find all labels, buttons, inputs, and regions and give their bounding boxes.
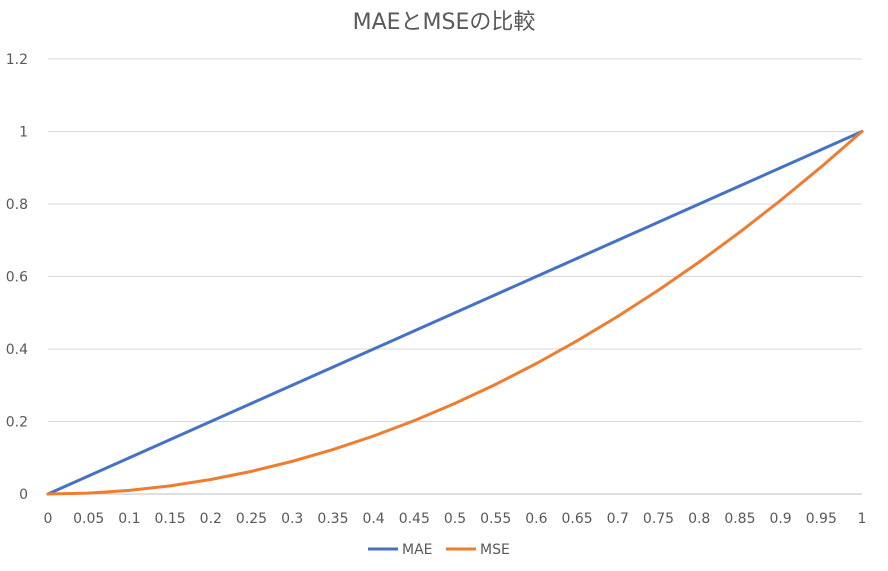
- y-tick-label: 1.2: [6, 52, 28, 68]
- y-tick-label: 0: [19, 487, 28, 503]
- x-tick-label: 0.7: [607, 511, 629, 527]
- data-point-mse: [453, 401, 457, 405]
- x-tick-label: 0.75: [643, 511, 674, 527]
- data-point-mse: [575, 339, 579, 343]
- data-point-mse: [860, 130, 864, 133]
- legend-label-mse: MSE: [480, 542, 510, 558]
- y-tick-label: 0.2: [6, 415, 28, 431]
- y-tick-label: 0.4: [6, 342, 28, 358]
- data-point-mae: [372, 347, 376, 351]
- data-point-mae: [657, 220, 660, 224]
- data-point-mae: [819, 148, 823, 152]
- x-tick-label: 0.25: [236, 511, 267, 527]
- x-tick-label: 0: [44, 511, 53, 527]
- data-point-mse: [250, 469, 253, 473]
- x-tick-label: 0.4: [362, 511, 384, 527]
- data-point-mse: [412, 419, 416, 423]
- x-tick-label: 0.9: [769, 511, 791, 527]
- data-point-mae: [697, 202, 701, 206]
- data-point-mse: [819, 165, 823, 169]
- data-point-mse: [616, 314, 620, 318]
- data-point-mse: [657, 288, 660, 292]
- data-point-mae: [575, 256, 579, 260]
- data-point-mae: [209, 420, 213, 423]
- data-point-mse: [738, 230, 742, 234]
- x-tick-label: 0.45: [399, 511, 430, 527]
- data-point-mae: [290, 383, 294, 387]
- x-tick-label: 1: [858, 511, 867, 527]
- legend-label-mae: MAE: [402, 542, 433, 558]
- data-point-mae: [738, 184, 742, 188]
- x-tick-label: 0.6: [525, 511, 547, 527]
- data-point-mae: [616, 238, 620, 242]
- data-point-mse: [331, 448, 335, 452]
- y-tick-label: 0.6: [6, 270, 28, 286]
- data-point-mse: [46, 492, 50, 496]
- x-tick-label: 0.8: [688, 511, 710, 527]
- x-tick-label: 0.65: [562, 511, 593, 527]
- data-point-mse: [534, 362, 538, 365]
- x-tick-label: 0.55: [480, 511, 511, 527]
- data-point-mae: [412, 329, 416, 333]
- x-tick-label: 0.85: [724, 511, 755, 527]
- data-point-mae: [127, 456, 131, 460]
- data-point-mse: [779, 198, 783, 202]
- data-point-mae: [534, 275, 538, 278]
- x-tick-label: 0.15: [155, 511, 186, 527]
- data-point-mse: [168, 484, 172, 488]
- data-point-mse: [372, 434, 376, 438]
- data-point-mse: [127, 488, 131, 492]
- data-point-mae: [494, 293, 498, 297]
- x-tick-label: 0.5: [444, 511, 466, 527]
- x-tick-label: 0.35: [317, 511, 348, 527]
- data-point-mse: [209, 478, 213, 481]
- data-point-mae: [87, 474, 91, 478]
- x-tick-label: 0.05: [73, 511, 104, 527]
- data-point-mae: [779, 166, 783, 170]
- data-point-mae: [453, 311, 457, 315]
- y-tick-label: 1: [19, 125, 28, 141]
- data-point-mae: [168, 438, 172, 442]
- data-point-mae: [250, 401, 253, 405]
- x-tick-label: 0.95: [806, 511, 837, 527]
- data-point-mse: [87, 491, 91, 495]
- data-point-mse: [697, 260, 701, 264]
- data-point-mae: [331, 365, 335, 369]
- y-tick-label: 0.8: [6, 197, 28, 213]
- data-point-mse: [494, 382, 498, 386]
- x-tick-label: 0.3: [281, 511, 303, 527]
- x-tick-label: 0.2: [200, 511, 222, 527]
- chart-title: MAEとMSEの比較: [352, 10, 536, 35]
- data-point-mse: [290, 459, 294, 463]
- x-tick-label: 0.1: [118, 511, 140, 527]
